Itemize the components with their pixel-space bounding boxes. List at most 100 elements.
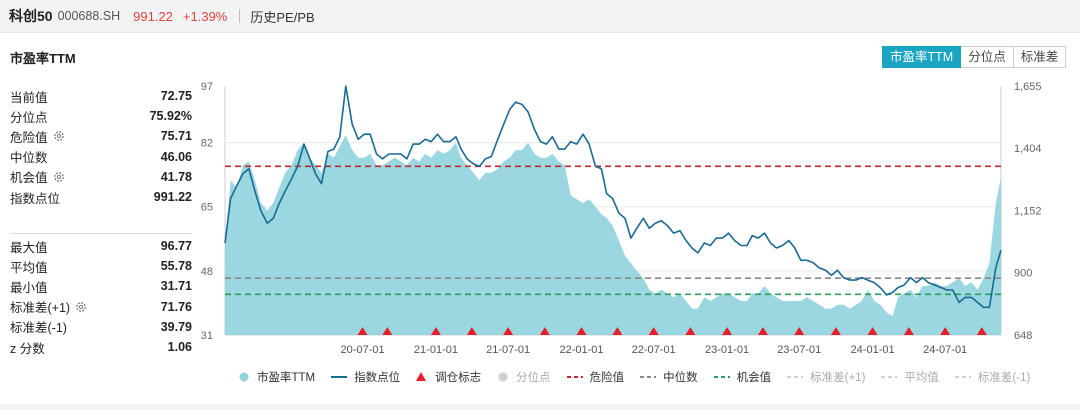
index-line [224,85,1002,309]
index-price: 991.22 [133,8,173,24]
pe-ttm-button[interactable]: 市盈率TTM [882,46,962,68]
stat-value: 39.79 [160,319,192,334]
stat-label: 危险值 [10,130,48,145]
y-right-tick-label: 1,404 [1014,143,1042,155]
legend-label: 标准差(-1) [977,372,1031,384]
stat-label: 当前值 [10,90,48,105]
legend-item-index[interactable]: 指数点位 [331,369,400,385]
legend-label: 指数点位 [354,372,401,384]
adjustment-marker [357,327,368,335]
legend-item-std-minus[interactable]: 标准差(-1) [954,369,1031,385]
index-name: 科创50 [9,8,53,24]
adjustment-marker [940,327,951,335]
x-tick-label: 21-01-01 [414,344,458,356]
stat-value: 96.77 [160,239,192,254]
tab-history-pe-pb[interactable]: 历史PE/PB [250,9,315,25]
stat-value: 72.75 [160,89,192,104]
legend-item-percentile[interactable]: 分位点 [497,369,551,385]
legend-label: 标准差(+1) [810,372,866,384]
stat-value: 41.78 [160,169,192,184]
stat-label: 最大值 [10,240,48,255]
settings-gear-icon[interactable] [53,171,65,183]
adjustment-marker [382,327,393,335]
adjustment-marker [466,327,477,335]
adjustment-marker [503,327,514,335]
stat-row-z-score: z 分数 1.06 [10,337,192,357]
y-left-tick-label: 65 [201,202,213,214]
stat-row-chance: 机会值 41.78 [10,167,192,187]
stats-top: 当前值 72.75 分位点 75.92% 危险值 75.71 中位数 46.06 机会值… [10,86,192,207]
panel-title: 市盈率TTM [10,51,76,66]
stat-row-danger: 危险值 75.71 [10,126,192,146]
index-change: +1.39% [182,8,228,24]
header-bar: 科创50 000688.SH 991.22 +1.39% 历史PE/PB [0,0,1080,33]
legend-item-mean[interactable]: 平均值 [881,369,939,385]
x-tick-label: 23-01-01 [705,344,749,356]
legend-label: 机会值 [736,372,772,384]
x-tick-label: 23-07-01 [777,344,821,356]
stat-row-std-minus: 标准差(-1) 39.79 [10,317,192,337]
stat-row-max: 最大值 96.77 [10,236,192,256]
legend-item-pe[interactable]: 市盈率TTM [238,369,315,385]
legend-label: 市盈率TTM [257,372,316,384]
legend-label: 中位数 [663,372,698,384]
stat-row-min: 最小值 31.71 [10,276,192,296]
adjustment-marker [648,327,659,335]
stat-label: 平均值 [10,260,48,275]
bottom-border [0,404,1080,410]
stat-value: 1.06 [167,340,192,355]
adjustment-marker [867,327,878,335]
x-tick-label: 24-01-01 [851,344,895,356]
y-right-tick-label: 648 [1014,330,1032,342]
stat-label: 指数点位 [10,191,61,206]
adjustment-marker [685,327,696,335]
x-tick-label: 24-07-01 [923,344,967,356]
x-tick-label: 22-07-01 [632,344,676,356]
x-tick-label: 22-01-01 [559,344,603,356]
adjustment-marker [757,327,768,335]
stat-row-mean: 平均值 55.78 [10,256,192,276]
stat-value: 75.92% [149,109,192,124]
stat-row-std-plus: 标准差(+1) 71.76 [10,297,192,317]
index-code: 000688.SH [57,9,121,23]
y-left-tick-label: 48 [201,266,213,278]
adjustment-marker [576,327,587,335]
adjustment-marker [830,327,841,335]
pe-area [225,135,1001,335]
std-dev-button[interactable]: 标准差 [1013,46,1067,68]
stat-label: 标准差(+1) [10,301,71,316]
stat-value: 991.22 [153,190,192,205]
percentile-button[interactable]: 分位点 [961,46,1014,68]
legend-item-std-plus[interactable]: 标准差(+1) [787,369,865,385]
stat-value: 55.78 [160,259,192,274]
adjustment-marker [722,327,733,335]
y-left-tick-label: 97 [201,81,213,93]
legend-item-chance[interactable]: 机会值 [713,369,772,385]
legend-item-danger[interactable]: 危险值 [566,369,624,385]
adjustment-marker [612,327,623,335]
stat-value: 46.06 [160,149,192,164]
adjustment-marker [976,327,987,335]
legend-item-adjust[interactable]: 调仓标志 [416,369,481,385]
adjustment-marker [539,327,550,335]
stat-label: 机会值 [10,171,48,186]
legend-label: 平均值 [904,372,939,384]
y-right-tick-label: 1,152 [1014,205,1042,217]
legend-label: 调仓标志 [435,372,482,384]
stat-label: 分位点 [10,110,48,125]
adjustment-marker [430,327,441,335]
settings-gear-icon[interactable] [75,301,87,313]
adjustment-marker [903,327,914,335]
adjustment-marker [794,327,805,335]
stat-row-index-level: 指数点位 991.22 [10,187,192,207]
legend-item-median[interactable]: 中位数 [640,369,698,385]
y-right-tick-label: 1,655 [1014,81,1042,93]
stat-value: 71.76 [160,299,192,314]
chart-legend: 市盈率TTM 指数点位 调仓标志 分位点 危险值 中位数 机会值 标准差(+1)… [238,369,1030,385]
settings-gear-icon[interactable] [53,130,65,142]
metric-toggle: 市盈率TTM 分位点 标准差 [882,46,1067,68]
y-left-tick-label: 31 [201,330,213,342]
y-right-tick-label: 900 [1014,268,1032,280]
header-divider [239,9,241,23]
